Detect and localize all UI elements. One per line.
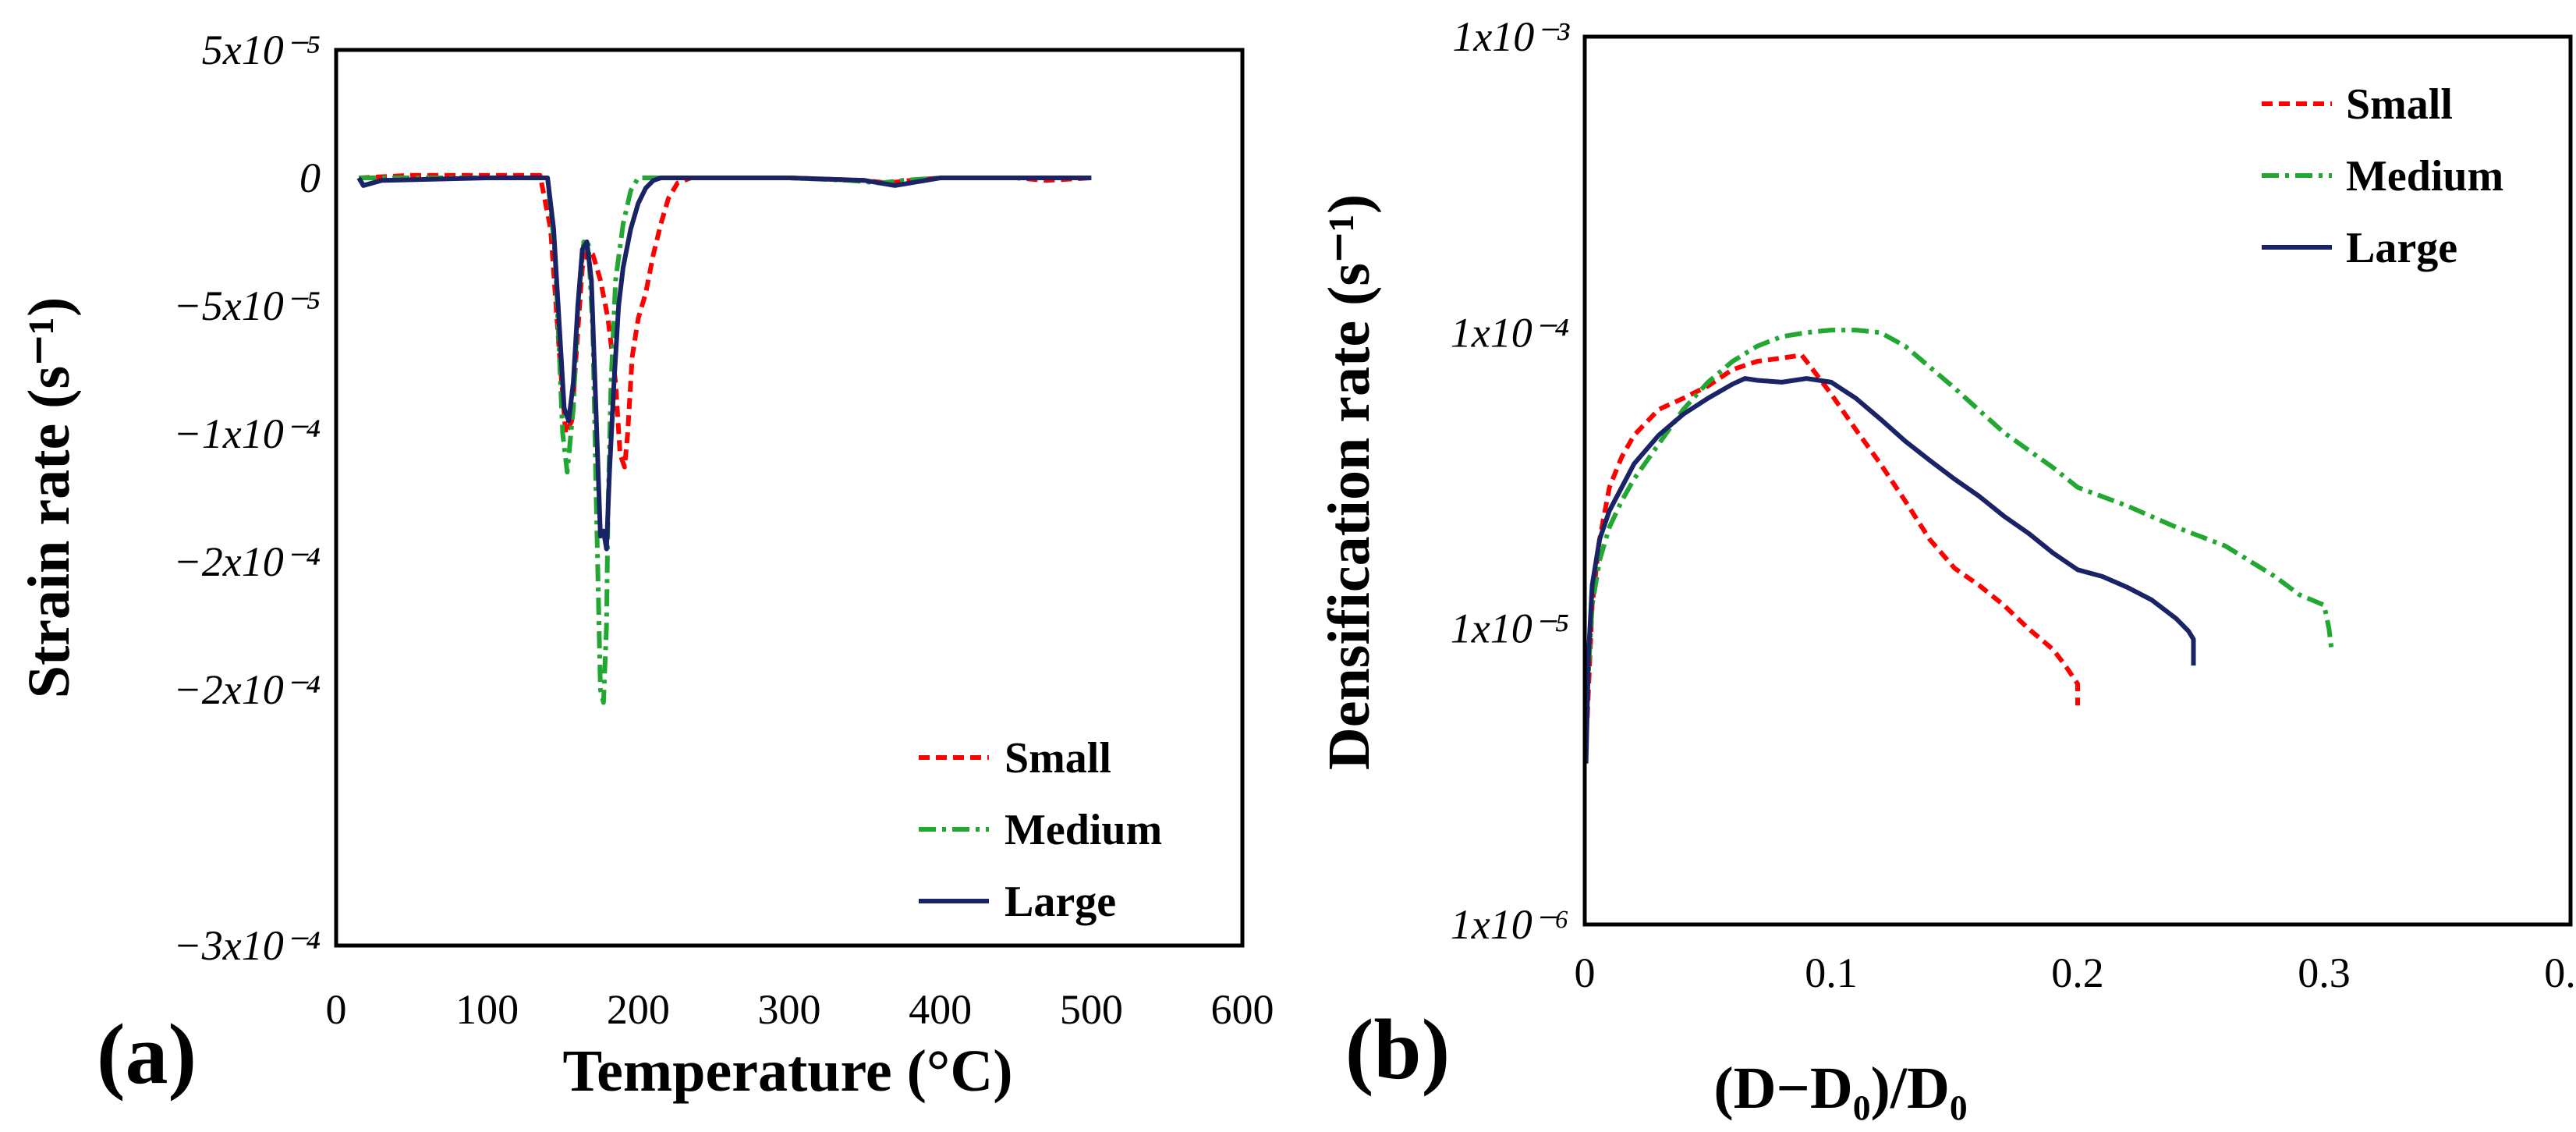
legend-label-large: Large — [1005, 878, 1116, 926]
panel-b-series-medium — [1585, 328, 2334, 694]
x-tick-label: 200 — [607, 986, 670, 1033]
x-tick-label: 500 — [1060, 986, 1123, 1033]
y-tick-label: 5x10⁻⁵ — [202, 27, 321, 73]
panel-a-plot-frame — [334, 48, 1245, 948]
x-tick-label: 0 — [1575, 949, 1596, 996]
x-tick-label: 0.2 — [2051, 949, 2104, 996]
x-tick-label: 300 — [758, 986, 821, 1033]
panel-a-x-tick-labels: 0 100 200 300 400 500 600 — [326, 986, 1274, 1033]
legend-label-medium: Medium — [1005, 806, 1162, 854]
panel-b-y-tick-labels: 1x10⁻³ 1x10⁻⁴ 1x10⁻⁵ 1x10⁻⁶ — [1451, 13, 1570, 948]
panel-b-label: (b) — [1345, 1002, 1450, 1097]
panel-b-series-small — [1585, 353, 2080, 719]
panel-a-series-group — [356, 172, 1092, 705]
panel-a-series-large — [356, 176, 1092, 552]
panel-a-label: (a) — [97, 1006, 197, 1102]
y-tick-label: −5x10⁻⁵ — [173, 282, 321, 329]
x-tick-label: 0.3 — [2298, 949, 2351, 996]
panel-b-x-axis-label: (D−D₀)/D₀ — [1713, 1056, 1967, 1121]
panel-a-legend: Small Medium Large — [919, 734, 1162, 926]
x-tick-label: 100 — [455, 986, 519, 1033]
panel-a-y-tick-labels: 5x10⁻⁵ 0 −5x10⁻⁵ −1x10⁻⁴ −2x10⁻⁴ −2x10⁻⁴ −3x10… — [173, 27, 321, 969]
legend-label-medium: Medium — [2346, 152, 2503, 200]
y-tick-label: 1x10⁻⁴ — [1451, 309, 1569, 356]
y-tick-label: −3x10⁻⁴ — [173, 922, 321, 969]
panel-b-plot-frame — [1582, 34, 2573, 927]
panel-b-x-tick-labels: 0 0.1 0.2 0.3 0.4 — [1575, 949, 2576, 996]
y-tick-label: −2x10⁻⁴ — [173, 538, 321, 585]
x-tick-label: 0 — [326, 986, 347, 1033]
panel-b-series-large — [1583, 376, 2196, 764]
y-tick-label: −2x10⁻⁴ — [173, 666, 321, 713]
x-tick-label: 600 — [1211, 986, 1274, 1033]
panel-a-series-small — [358, 172, 1092, 470]
panel-b-series-group — [1583, 328, 2334, 764]
y-tick-label: 1x10⁻³ — [1452, 13, 1569, 60]
legend-label-small: Small — [2346, 80, 2453, 129]
y-tick-label: −1x10⁻⁴ — [173, 410, 321, 457]
y-tick-label: 1x10⁻⁶ — [1451, 901, 1569, 948]
panel-b-y-axis-label: Densification rate (s⁻¹) — [1316, 194, 1382, 770]
y-tick-label: 1x10⁻⁵ — [1451, 605, 1569, 652]
y-tick-label: 0 — [299, 154, 321, 201]
panel-a-series-medium — [359, 176, 1092, 705]
legend-label-large: Large — [2346, 224, 2457, 272]
x-tick-label: 400 — [909, 986, 972, 1033]
panel-a: 5x10⁻⁵ 0 −5x10⁻⁵ −1x10⁻⁴ −2x10⁻⁴ −2x10⁻⁴ −3x10… — [16, 27, 1274, 1104]
legend-label-small: Small — [1005, 734, 1111, 782]
panel-b-legend: Small Medium Large — [2262, 80, 2503, 272]
panel-b: 1x10⁻³ 1x10⁻⁴ 1x10⁻⁵ 1x10⁻⁶ 0 0.1 0.2 0.3 0.4 (… — [1316, 13, 2576, 1121]
x-tick-label: 0.4 — [2544, 949, 2576, 996]
x-tick-label: 0.1 — [1805, 949, 1858, 996]
panel-a-x-axis-label: Temperature (°C) — [562, 1038, 1012, 1104]
panel-a-y-axis-label: Strain rate (s⁻¹) — [16, 297, 82, 699]
